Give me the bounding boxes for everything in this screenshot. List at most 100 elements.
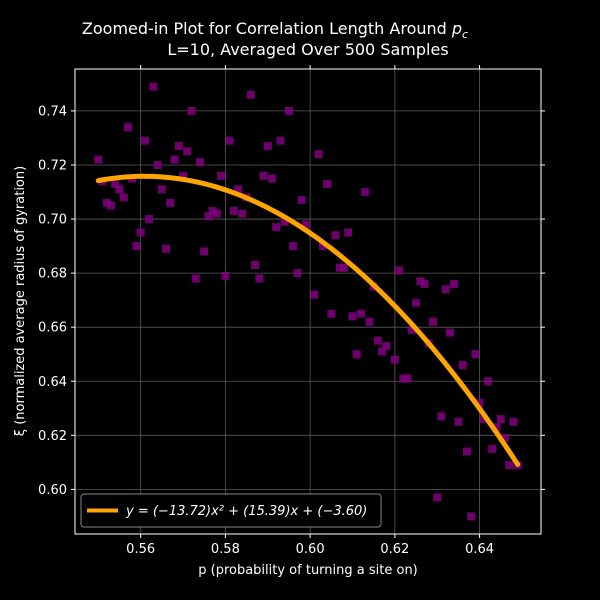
data-point <box>174 142 183 151</box>
data-point <box>505 461 514 470</box>
data-point <box>145 215 154 224</box>
x-tick-label: 0.60 <box>296 542 325 557</box>
data-point <box>115 185 124 194</box>
data-point <box>390 355 399 364</box>
data-point <box>492 423 501 432</box>
data-point <box>217 171 226 180</box>
data-point <box>484 377 493 386</box>
data-point <box>149 82 158 91</box>
data-point <box>437 412 446 421</box>
data-point <box>183 147 192 156</box>
y-axis-label: ξ (normalized average radius of gyration… <box>13 166 28 436</box>
data-point <box>225 136 234 145</box>
scatter-series <box>94 82 522 521</box>
data-point <box>496 415 505 424</box>
data-point <box>403 374 412 383</box>
data-point <box>272 223 281 232</box>
chart-title-text: Zoomed-in Plot for Correlation Length Ar… <box>82 19 452 38</box>
x-axis-label: p (probability of turning a site on) <box>198 563 418 578</box>
data-point <box>251 261 260 270</box>
data-point <box>310 290 319 299</box>
data-point <box>229 206 238 215</box>
data-point <box>365 317 374 326</box>
x-tick-label: 0.62 <box>380 542 409 557</box>
y-tick-label: 0.68 <box>38 267 67 282</box>
data-point <box>348 312 357 321</box>
legend-label: y = (−13.72)x² + (15.39)x + (−3.60) <box>125 504 367 519</box>
data-point <box>331 231 340 240</box>
legend: y = (−13.72)x² + (15.39)x + (−3.60) <box>80 493 382 528</box>
data-point <box>187 106 196 115</box>
data-point <box>255 274 264 283</box>
chart-title-line2: L=10, Averaged Over 500 Samples <box>167 40 448 59</box>
data-point <box>395 266 404 275</box>
data-point <box>416 277 425 286</box>
data-point <box>344 228 353 237</box>
data-point <box>246 90 255 99</box>
fit-curve-series <box>95 173 521 467</box>
data-point <box>259 171 268 180</box>
data-point <box>335 263 344 272</box>
data-point <box>454 417 463 426</box>
chart-title-subscript: c <box>462 28 468 41</box>
data-point <box>204 212 213 221</box>
y-tick-label: 0.72 <box>38 158 67 173</box>
data-point <box>107 201 116 210</box>
chart-title-symbol: p <box>451 19 462 38</box>
data-point <box>441 285 450 294</box>
data-point <box>467 512 476 521</box>
data-point <box>420 279 429 288</box>
data-point <box>382 342 391 351</box>
data-point <box>412 298 421 307</box>
data-point <box>407 325 416 334</box>
data-point <box>297 196 306 205</box>
data-point <box>399 374 408 383</box>
data-point <box>276 136 285 145</box>
plot-area-frame <box>74 68 542 535</box>
data-point <box>157 185 166 194</box>
data-point <box>119 193 128 202</box>
data-point <box>293 269 302 278</box>
y-tick-label: 0.64 <box>38 375 67 390</box>
data-point <box>284 106 293 115</box>
data-point <box>500 434 509 443</box>
data-point <box>179 171 188 180</box>
data-point <box>314 150 323 159</box>
data-point <box>170 155 179 164</box>
data-point <box>263 142 272 151</box>
data-point <box>475 398 484 407</box>
data-point <box>488 444 497 453</box>
y-axis-ticks: 0.60 0.62 0.64 0.66 0.68 0.70 0.72 0.74 <box>38 104 545 498</box>
data-point <box>428 317 437 326</box>
data-point <box>234 185 243 194</box>
data-point <box>462 447 471 456</box>
y-tick-label: 0.70 <box>38 213 67 228</box>
data-point <box>327 309 336 318</box>
data-point <box>153 160 162 169</box>
data-point <box>221 271 230 280</box>
data-point <box>509 417 518 426</box>
data-point <box>123 123 132 132</box>
data-point <box>111 179 120 188</box>
y-tick-label: 0.74 <box>38 104 67 119</box>
data-point <box>140 136 149 145</box>
y-tick-label: 0.60 <box>38 483 67 498</box>
data-point <box>318 242 327 251</box>
data-point <box>280 217 289 226</box>
data-point <box>373 336 382 345</box>
data-point <box>479 415 488 424</box>
data-point <box>132 242 141 251</box>
x-tick-label: 0.58 <box>211 542 240 557</box>
data-point <box>162 244 171 253</box>
y-tick-label: 0.66 <box>38 321 67 336</box>
data-point <box>102 198 111 207</box>
data-point <box>352 350 361 359</box>
data-point <box>301 220 310 229</box>
data-point <box>361 188 370 197</box>
data-point <box>208 206 217 215</box>
grid <box>75 69 541 534</box>
chart-title-line1: Zoomed-in Plot for Correlation Length Ar… <box>82 19 468 41</box>
data-point <box>378 347 387 356</box>
data-point <box>136 228 145 237</box>
